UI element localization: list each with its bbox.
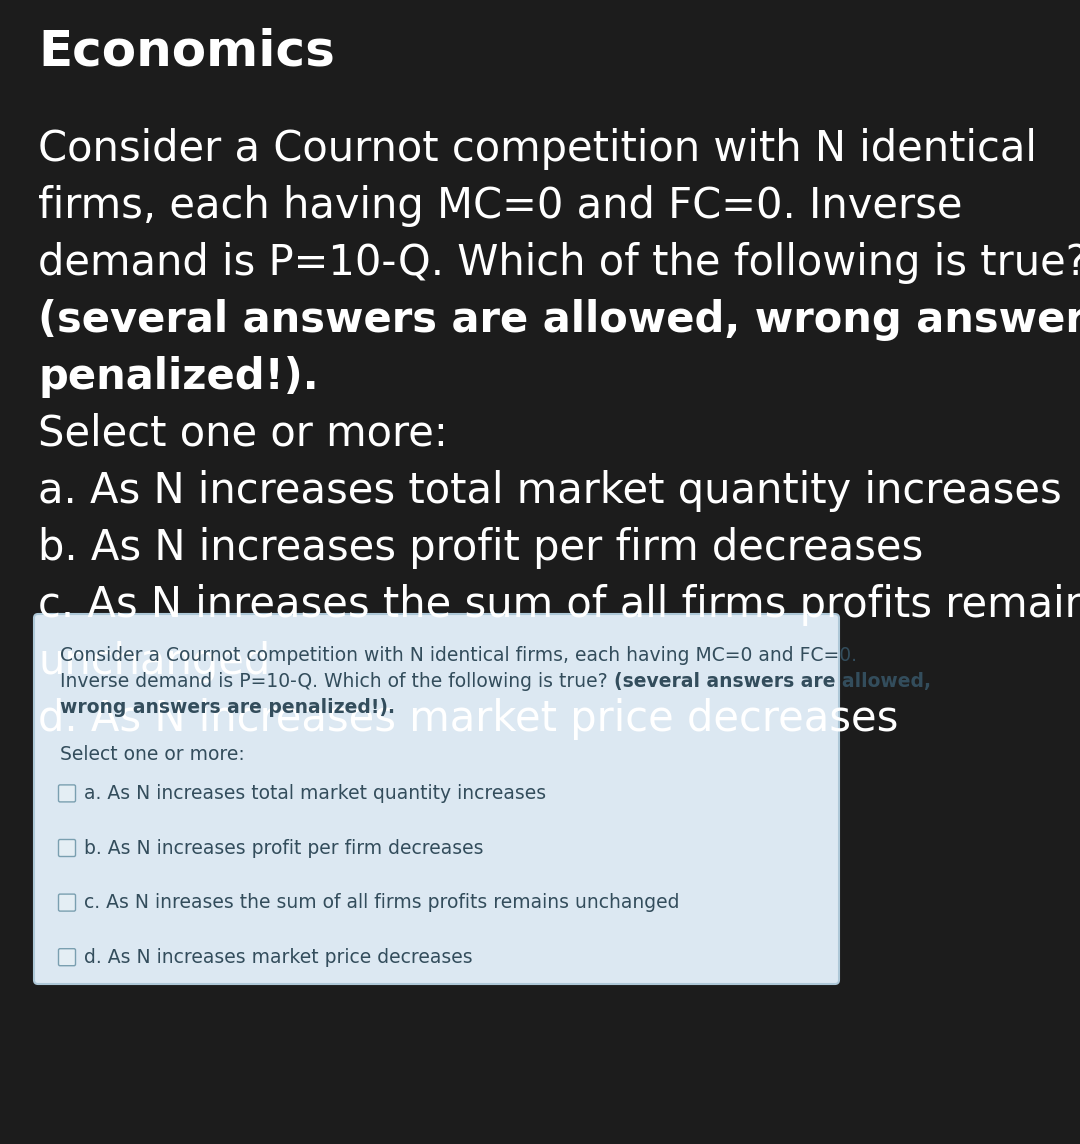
Text: Economics: Economics (38, 27, 335, 76)
Text: (several answers are allowed,: (several answers are allowed, (613, 672, 931, 691)
Text: Consider a Cournot competition with N identical firms, each having MC=0 and FC=0: Consider a Cournot competition with N id… (60, 646, 858, 665)
Text: d. As N increases market price decreases: d. As N increases market price decreases (38, 698, 899, 740)
Text: Select one or more:: Select one or more: (38, 413, 448, 455)
FancyBboxPatch shape (33, 614, 839, 984)
Text: Inverse demand is P=10-Q. Which of the following is true?: Inverse demand is P=10-Q. Which of the f… (60, 672, 613, 691)
Text: wrong answers are penalized!).: wrong answers are penalized!). (60, 698, 395, 717)
Text: firms, each having MC=0 and FC=0. Inverse: firms, each having MC=0 and FC=0. Invers… (38, 185, 962, 227)
FancyBboxPatch shape (58, 840, 76, 857)
Text: b. As N increases profit per firm decreases: b. As N increases profit per firm decrea… (84, 839, 484, 858)
Text: unchanged: unchanged (38, 641, 270, 683)
Text: c. As N inreases the sum of all firms profits remains unchanged: c. As N inreases the sum of all firms pr… (84, 893, 679, 912)
Text: a. As N increases total market quantity increases: a. As N increases total market quantity … (84, 784, 546, 803)
FancyBboxPatch shape (58, 895, 76, 911)
Text: Select one or more:: Select one or more: (60, 745, 245, 764)
Text: b. As N increases profit per firm decreases: b. As N increases profit per firm decrea… (38, 527, 923, 569)
Text: d. As N increases market price decreases: d. As N increases market price decreases (84, 947, 473, 967)
Text: a. As N increases total market quantity increases: a. As N increases total market quantity … (38, 470, 1062, 513)
Text: Consider a Cournot competition with N identical: Consider a Cournot competition with N id… (38, 128, 1037, 170)
FancyBboxPatch shape (58, 785, 76, 802)
Text: penalized!).: penalized!). (38, 356, 319, 398)
FancyBboxPatch shape (58, 948, 76, 966)
Text: demand is P=10-Q. Which of the following is true?: demand is P=10-Q. Which of the following… (38, 243, 1080, 284)
Text: (several answers are allowed, wrong answers are: (several answers are allowed, wrong answ… (38, 299, 1080, 341)
Text: c. As N inreases the sum of all firms profits remains: c. As N inreases the sum of all firms pr… (38, 583, 1080, 626)
